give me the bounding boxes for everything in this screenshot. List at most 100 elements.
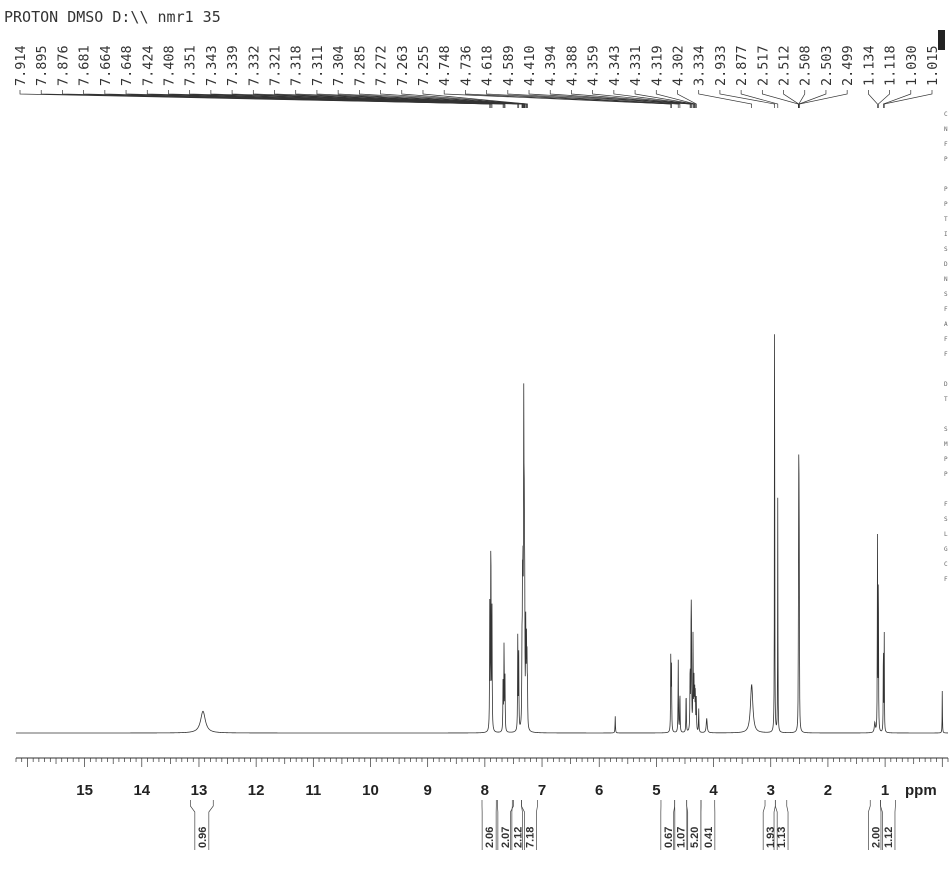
side-panel-char: C (944, 561, 948, 568)
peak-label: 2.512 (777, 45, 793, 86)
corner-marker (938, 30, 945, 50)
peak-connector (252, 90, 524, 108)
peak-connector (613, 90, 695, 108)
peak-label: 4.410 (522, 45, 538, 86)
integral-value: 2.12 (512, 827, 524, 848)
integral-value: 2.07 (500, 827, 512, 848)
side-panel-char: C (944, 111, 948, 118)
peak-label: 7.424 (140, 45, 156, 86)
peak-connector (295, 90, 525, 108)
x-tick-label: 4 (709, 782, 718, 799)
peak-label: 7.343 (204, 45, 220, 86)
side-panel-char: F (944, 576, 948, 583)
side-panel-char: G (944, 546, 948, 553)
side-panel-char: P (944, 471, 948, 478)
side-panel-char: S (944, 426, 948, 433)
peak-connector (443, 90, 672, 108)
x-tick-label: 3 (767, 782, 775, 799)
integral-value: 0.41 (703, 827, 715, 848)
peak-connector (783, 90, 799, 108)
x-axis-unit-label: ppm (905, 782, 937, 799)
integral-group: 0.96 2.06 2.07 2.12 7.18 0.67 1.07 5.20 0.41 1.93… (190, 800, 896, 850)
peak-connector (316, 90, 525, 108)
side-panel-char: T (944, 216, 948, 223)
integral-bracket (190, 800, 214, 850)
peak-label: 1.134 (861, 45, 877, 86)
x-tick-label: 7 (538, 782, 546, 799)
x-tick-label: 12 (248, 782, 265, 799)
x-tick-label: 11 (305, 782, 321, 799)
peak-connector (528, 90, 691, 108)
peak-label: 7.914 (13, 45, 29, 86)
peak-label: 7.263 (395, 45, 411, 86)
integral-bracket (481, 800, 497, 850)
integral-bracket (880, 800, 896, 850)
integral-value: 0.67 (663, 827, 675, 848)
ppm-axis: 15 14 13 12 11 10 9 8 7 6 5 4 3 2 1 (15, 757, 949, 799)
peak-connector (868, 90, 878, 108)
peak-connector (125, 90, 506, 108)
x-tick-label: 10 (362, 782, 379, 799)
integral-value: 2.06 (484, 827, 496, 848)
peak-connector (422, 90, 528, 108)
peak-connector (883, 90, 912, 108)
side-panel-char: F (944, 501, 948, 508)
peak-connector (883, 90, 933, 108)
integral-value: 7.18 (524, 827, 536, 848)
peak-connector (592, 90, 694, 108)
integral-value: 0.96 (197, 827, 209, 848)
peak-connector (231, 90, 523, 108)
integral-value: 2.00 (870, 827, 882, 848)
peak-label: 7.339 (225, 45, 241, 86)
peak-label: 7.321 (268, 45, 284, 86)
peak-label: 2.508 (798, 45, 814, 86)
integral-bracket (773, 800, 789, 850)
peak-connector (761, 90, 799, 108)
side-panel-char: N (944, 126, 948, 133)
peak-connector (677, 90, 697, 108)
integral-value: 1.12 (883, 827, 895, 848)
peak-label: 7.876 (55, 45, 71, 86)
peak-connector (799, 90, 848, 108)
peak-label: 7.648 (119, 45, 135, 86)
peak-connector (878, 90, 890, 108)
side-panel-char: L (944, 531, 948, 538)
side-panel-char: P (944, 456, 948, 463)
peak-label: 7.318 (289, 45, 305, 86)
x-tick-label: 8 (481, 782, 489, 799)
integral-bracket (521, 800, 538, 850)
peak-label: 4.319 (649, 45, 665, 86)
x-tick-label: 2 (824, 782, 832, 799)
peak-label: 7.332 (246, 45, 262, 86)
x-tick-label: 9 (424, 782, 432, 799)
peak-connector (486, 90, 679, 108)
peak-label: 3.334 (692, 45, 708, 86)
peak-connector-group (19, 90, 933, 108)
peak-connector (337, 90, 525, 108)
peak-connector (401, 90, 528, 108)
peak-label: 2.503 (819, 45, 835, 86)
side-panel-char: M (944, 441, 948, 448)
peak-label: 7.351 (183, 45, 199, 86)
chart-title: PROTON DMSO D:\\ nmr1 35 (4, 8, 221, 26)
side-panel-char: P (944, 201, 948, 208)
peak-label: 7.255 (416, 45, 432, 86)
x-tick-label: 1 (881, 782, 889, 799)
peak-label: 1.030 (904, 45, 920, 86)
peak-connector (465, 90, 672, 108)
side-panel-char: I (944, 231, 948, 238)
peak-label: 1.118 (883, 45, 899, 86)
peak-label: 7.311 (310, 45, 326, 86)
side-panel-char: S (944, 516, 948, 523)
peak-label: 7.272 (374, 45, 390, 86)
spectrum-trace (16, 334, 948, 734)
side-panel-char: S (944, 246, 948, 253)
peak-label: 2.877 (734, 45, 750, 86)
peak-connector (62, 90, 493, 108)
side-panel-char: F (944, 336, 948, 343)
side-panel-char: F (944, 351, 948, 358)
peak-connector (698, 90, 752, 108)
side-panel-char: A (944, 321, 948, 328)
peak-connector (740, 90, 779, 108)
peak-label: 4.748 (437, 45, 453, 86)
